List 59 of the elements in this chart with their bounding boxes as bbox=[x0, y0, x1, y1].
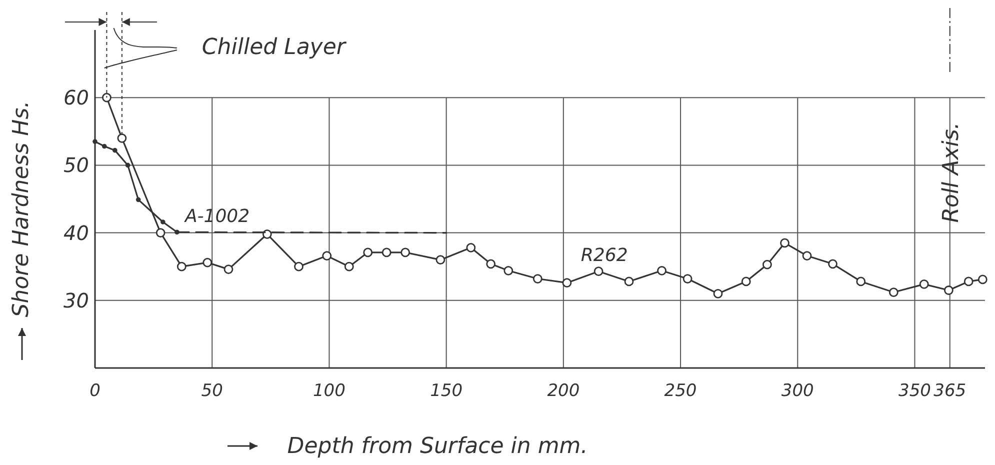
point bbox=[919, 279, 929, 289]
x-tick-label: 300 bbox=[781, 381, 814, 401]
point bbox=[978, 274, 988, 284]
x-tick-label: 365 bbox=[934, 381, 966, 401]
x-tick-label: 350 bbox=[898, 381, 931, 401]
point bbox=[486, 259, 496, 269]
point bbox=[322, 251, 332, 260]
point bbox=[102, 144, 107, 149]
point bbox=[856, 276, 866, 286]
point bbox=[682, 274, 692, 284]
point bbox=[262, 229, 272, 239]
point bbox=[828, 259, 838, 269]
x-tick-label: 50 bbox=[201, 381, 223, 401]
x-axis-title: Depth from Surface in mm. bbox=[287, 434, 588, 459]
point bbox=[436, 255, 446, 265]
annotation: Roll Axis. bbox=[938, 122, 964, 223]
x-tick-label: 250 bbox=[664, 381, 697, 401]
point bbox=[466, 242, 476, 252]
point bbox=[202, 258, 212, 268]
point bbox=[657, 266, 666, 276]
point bbox=[532, 274, 542, 284]
x-tick-label: 150 bbox=[430, 381, 463, 401]
point bbox=[780, 238, 790, 248]
point bbox=[112, 148, 118, 153]
point bbox=[344, 262, 354, 272]
x-tick-label: 200 bbox=[547, 381, 580, 401]
point bbox=[294, 262, 304, 272]
point bbox=[363, 248, 373, 258]
point bbox=[160, 220, 166, 224]
point bbox=[741, 276, 751, 286]
y-tick-label: 40 bbox=[64, 220, 89, 245]
point bbox=[944, 286, 954, 295]
point bbox=[92, 139, 98, 144]
series-label: R262 bbox=[580, 244, 628, 266]
point bbox=[504, 266, 514, 276]
point bbox=[624, 276, 634, 286]
point bbox=[964, 276, 974, 286]
y-tick-label: 50 bbox=[64, 153, 89, 178]
point bbox=[382, 248, 392, 258]
point bbox=[125, 162, 130, 168]
point bbox=[156, 228, 166, 238]
point bbox=[562, 278, 572, 288]
point bbox=[762, 260, 772, 270]
x-tick-label: 0 bbox=[90, 381, 100, 401]
point bbox=[888, 288, 898, 297]
y-tick-label: 30 bbox=[64, 288, 89, 312]
y-tick-label: 60 bbox=[64, 86, 89, 110]
point bbox=[176, 262, 186, 272]
annotation: Chilled Layer bbox=[202, 35, 348, 60]
point bbox=[400, 248, 410, 258]
y-axis-title: Shore Hardness Hs. bbox=[9, 100, 34, 318]
point bbox=[136, 197, 141, 202]
point bbox=[713, 288, 723, 298]
point bbox=[594, 266, 604, 276]
point bbox=[224, 264, 234, 274]
point bbox=[117, 133, 127, 143]
point bbox=[102, 92, 112, 102]
point bbox=[802, 251, 812, 260]
x-tick-label: 100 bbox=[312, 381, 346, 401]
